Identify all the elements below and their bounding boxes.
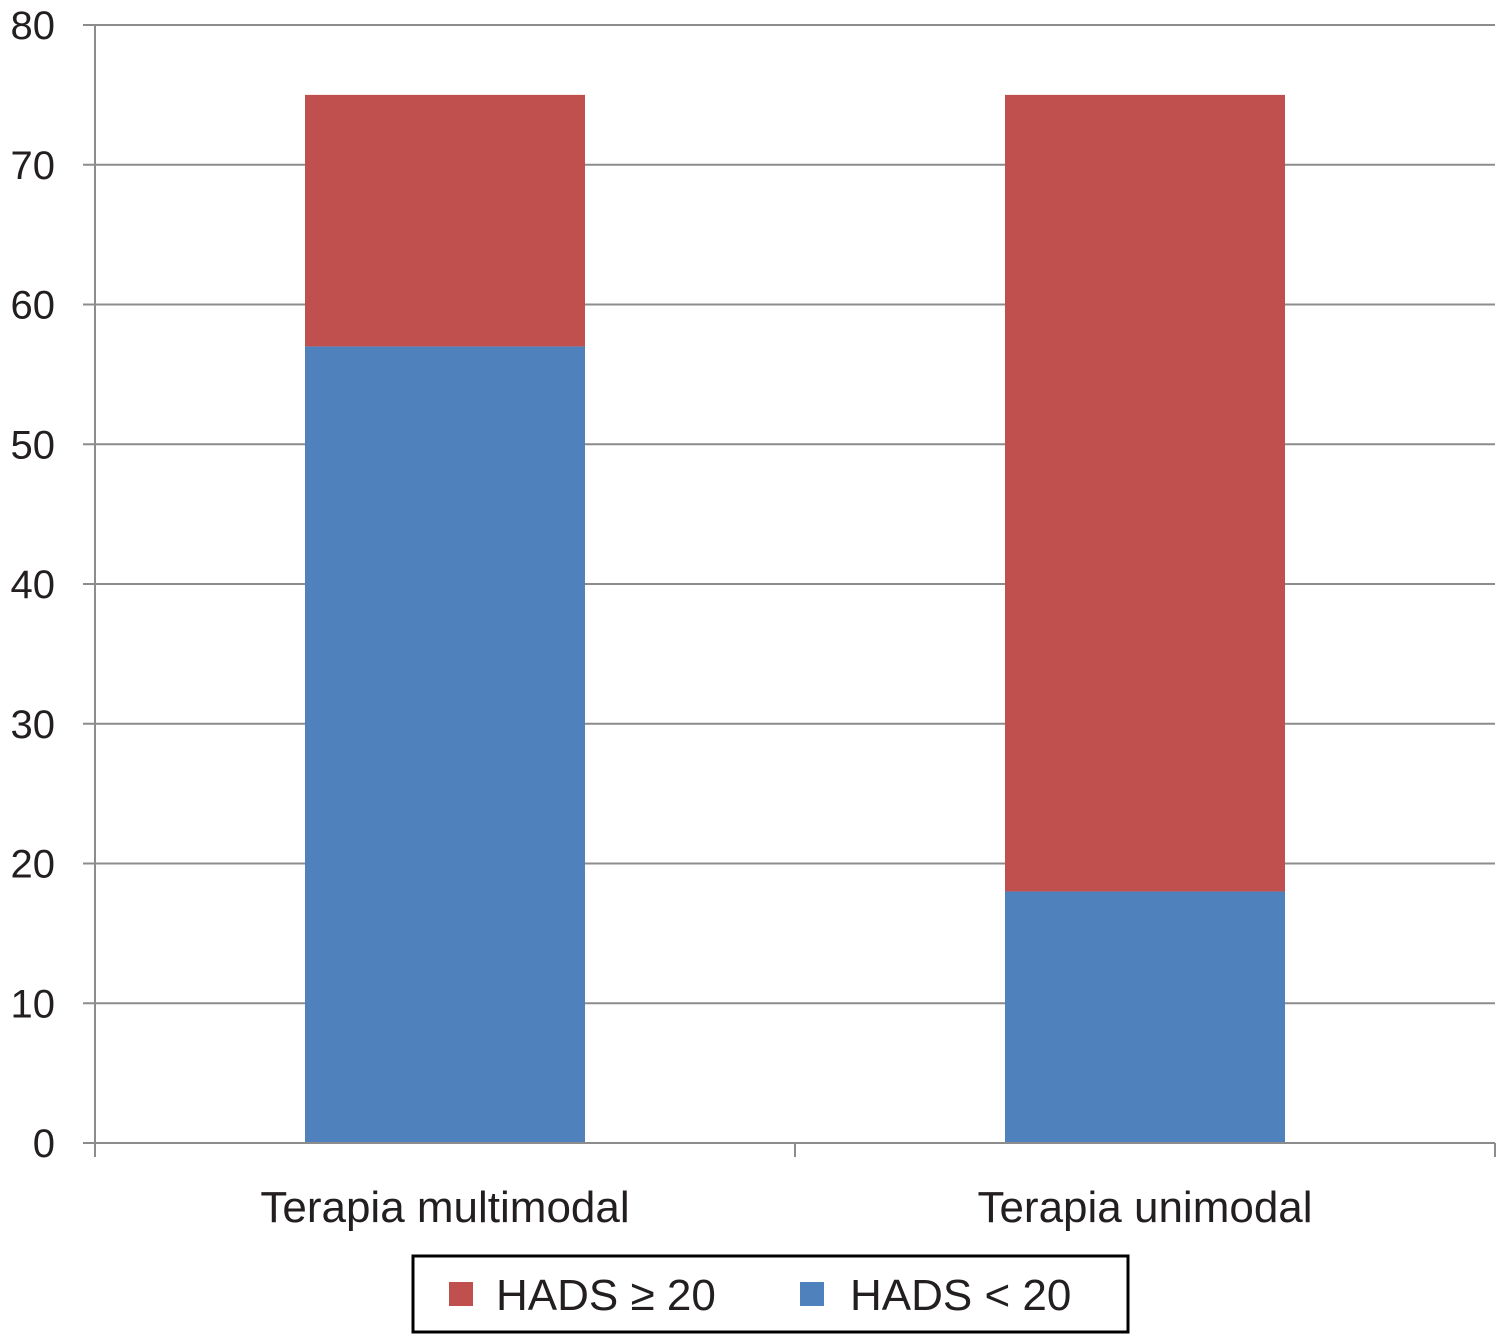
y-tick-label: 70	[11, 144, 56, 188]
y-tick-label: 10	[11, 982, 56, 1026]
legend-label: HADS < 20	[850, 1271, 1071, 1320]
legend: HADS ≥ 20 HADS < 20	[411, 1254, 1130, 1334]
bar-hads-ge-20-1	[305, 94, 585, 347]
y-tick-label: 0	[33, 1122, 55, 1166]
legend-label: HADS ≥ 20	[496, 1271, 716, 1320]
y-tick-label: 20	[11, 843, 56, 887]
y-tick-label: 60	[11, 284, 56, 328]
x-category-label: Terapia unimodal	[977, 1183, 1312, 1232]
y-tick-label: 30	[11, 703, 56, 747]
legend-swatch	[800, 1282, 824, 1306]
bar-hads-lt-20-1	[305, 346, 585, 1143]
bars	[305, 94, 1285, 1143]
bar-hads-lt-20-2	[1005, 891, 1285, 1143]
bar-hads-ge-20-2	[1005, 94, 1285, 892]
legend-swatch	[449, 1282, 473, 1306]
y-tick-labels: 0 10 20 30 40 50 60 70 80	[11, 4, 56, 1166]
x-category-label: Terapia multimodal	[260, 1183, 629, 1232]
x-category-labels: Terapia multimodal Terapia unimodal	[260, 1183, 1312, 1232]
legend-box	[411, 1254, 1130, 1334]
axes	[83, 24, 1496, 1157]
y-tick-label: 80	[11, 4, 56, 48]
y-tick-label: 40	[11, 563, 56, 607]
y-tick-label: 50	[11, 423, 56, 467]
